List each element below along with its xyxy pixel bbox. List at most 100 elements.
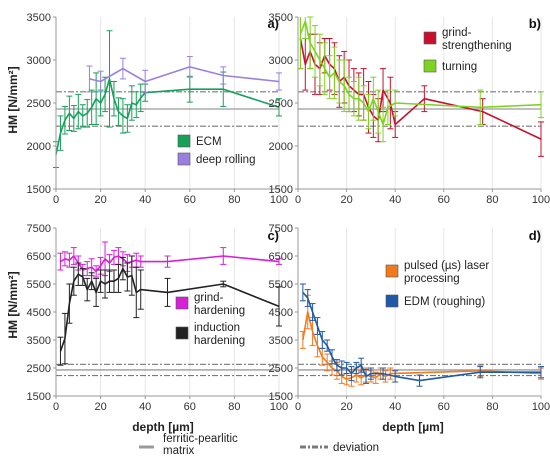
panel-a-x-tick-label: 80 [228,194,240,206]
panel-c-x-tick-label: 40 [139,401,151,413]
panel-d-series-line [302,311,542,381]
panel-b-legend: grind-strengthening turning [423,27,512,73]
panel-a-y-tick-label: 3500 [27,12,51,24]
panel-a-y-tick-label: 3000 [27,55,51,67]
panel-a-x-tick-label: 60 [184,194,196,206]
panel-b-y-tick-label: 1500 [269,184,293,196]
panel-b-legend-label: turning [442,61,477,73]
matrix-legend-label: ferritic-pearlitic matrix [163,433,238,457]
panel-c-y-tick-label: 4500 [27,307,51,319]
panel-d-x-tick-label: 80 [486,401,498,413]
panel-a-y-tick-label: 1500 [27,184,51,196]
panel-a-legend-label: ECM [196,136,222,148]
panel-c-legend-swatch [175,326,189,340]
panel-a-x-tick-label: 0 [53,194,59,206]
panel-b: 1500 2000 2500 3000 3500 0 20 40 60 80 100 b) grin… [269,12,550,206]
panel-d-legend: pulsed (µs) laser processing EDM (roughing… [385,260,489,308]
panel-b-x-tick-label: 60 [438,194,450,206]
panel-a-series-line [55,78,280,155]
panel-c-x-tick-label: 60 [184,401,196,413]
panel-c-series-line [59,267,280,352]
panel-c-y-tick-label: 5500 [27,279,51,291]
panel-a-series-1 [53,30,282,168]
panel-b-legend-swatch [423,31,437,45]
panel-c-series-line [60,255,280,273]
panel-c-y-tick-label: 3500 [27,335,51,347]
panel-c-x-axis-label: depth [µm] [132,420,194,434]
panel-c-series-2 [57,255,282,366]
panel-c-legend: grind-hardening induction hardening [175,292,245,347]
panel-d-y-tick-label: 6500 [269,251,293,263]
panel-d-legend-swatch [385,264,399,278]
panel-d-axes: 1500 2500 3500 4500 5500 6500 7500 0 20 40 60 80 100 [269,223,550,413]
panel-a-x-tick-label: 40 [139,194,151,206]
panel-c-x-tick-label: 0 [53,401,59,413]
panel-b-series-2 [297,16,544,143]
panel-d-y-tick-label: 3500 [269,335,293,347]
panel-b-series-line [299,38,542,140]
panel-a-y-tick-label: 2500 [27,98,51,110]
panel-b-y-tick-label: 3500 [269,12,293,24]
panel-d-grid [346,228,542,396]
panel-c-y-tick-label: 1500 [27,391,51,403]
panel-b-x-tick-label: 20 [340,194,352,206]
panel-d-y-tick-label: 5500 [269,279,293,291]
panel-a-label: a) [267,16,279,31]
panel-d-series [299,283,544,387]
panel-c-y-tick-label: 7500 [27,223,51,235]
panel-d-x-tick-label: 60 [438,401,450,413]
panel-d-y-tick-label: 7500 [269,223,293,235]
panel-d: 1500 2500 3500 4500 5500 6500 7500 0 20 40 60 80 100… [269,223,550,434]
panel-a-series-line [89,66,280,83]
figure-legend: ferritic-pearlitic matrix deviation [139,433,379,457]
panel-b-x-tick-label: 100 [532,194,550,206]
panel-b-reference-lines [298,91,541,127]
panel-d-y-tick-label: 4500 [269,307,293,319]
panel-d-x-tick-label: 100 [532,401,550,413]
panel-b-x-tick-label: 40 [389,194,401,206]
panel-a-series [53,30,282,168]
panel-b-legend-swatch [423,59,437,73]
panel-a: 1500 2000 2500 3000 3500 0 20 40 60 80 100 a) HM [… [6,12,288,206]
panel-c-reference-lines [56,363,279,377]
panel-c-x-tick-label: 20 [94,401,106,413]
panel-a-legend-swatch [177,134,191,148]
panel-c-legend-label: induction hardening [194,322,245,347]
panel-d-label: d) [529,228,541,243]
panel-c-y-tick-label: 2500 [27,363,51,375]
deviation-legend-label: deviation [333,442,379,454]
panel-b-label: b) [529,16,541,31]
panel-c-x-tick-label: 100 [270,401,288,413]
panel-d-series-2 [299,283,544,387]
panel-d-x-axis-label: depth [µm] [382,420,444,434]
panel-d-x-tick-label: 0 [295,401,301,413]
panel-d-y-tick-label: 2500 [269,363,293,375]
panel-c: 1500 2500 3500 4500 5500 6500 7500 0 20 40 60 80 100… [6,223,288,434]
panel-c-legend-label: grind-hardening [194,292,245,317]
panel-a-series-2 [86,56,282,94]
panel-b-x-tick-label: 80 [486,194,498,206]
panel-d-legend-label: EDM (roughing) [404,296,485,308]
panel-a-y-tick-label: 2000 [27,141,51,153]
panel-d-x-tick-label: 20 [340,401,352,413]
panel-a-legend-swatch [177,152,191,166]
panel-c-series-1 [57,241,282,278]
panel-c-axes: 1500 2500 3500 4500 5500 6500 7500 0 20 40 60 80 100 [27,223,289,413]
panel-c-legend-swatch [175,296,189,310]
panel-b-axes: 1500 2000 2500 3000 3500 0 20 40 60 80 100 [269,12,550,206]
panel-a-y-axis-label: HM [N/mm²] [6,66,20,133]
panel-c-grid [100,228,280,396]
panel-c-y-tick-label: 6500 [27,251,51,263]
panel-a-axes: 1500 2000 2500 3000 3500 0 20 40 60 80 100 [27,12,289,206]
panel-d-y-tick-label: 1500 [269,391,293,403]
panel-c-y-axis-label: HM [N/mm²] [6,271,20,338]
panel-c-series [57,241,282,366]
panel-d-legend-label: pulsed (µs) laser processing [404,260,489,285]
panel-b-legend-label: grind-strengthening [442,27,512,52]
panel-b-series [297,16,544,157]
panel-d-series-line [302,291,541,382]
panel-b-y-tick-label: 2500 [269,98,293,110]
panel-a-reference-lines [56,91,279,127]
panel-b-series-line [299,20,542,126]
